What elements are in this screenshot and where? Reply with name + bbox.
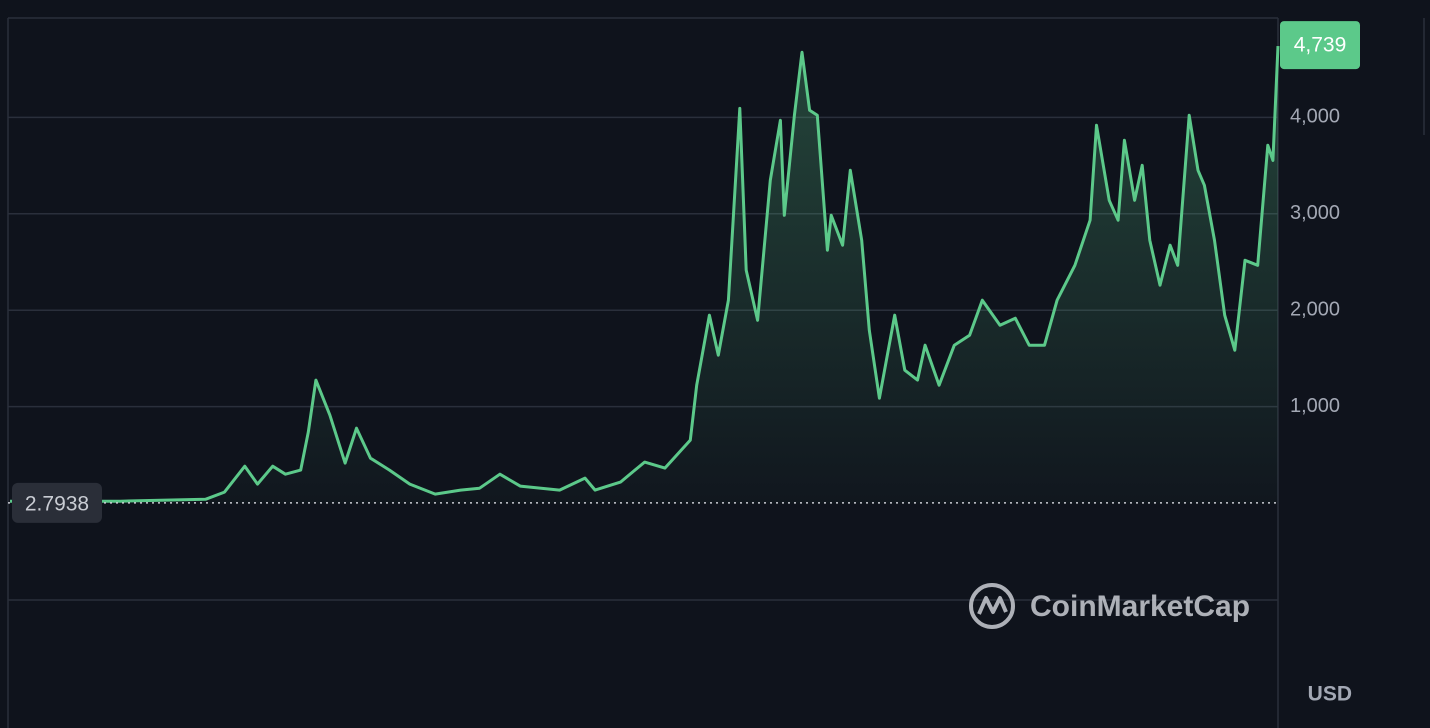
x-tick-label: 2020: [544, 726, 589, 728]
x-tick-label: 2024: [1051, 726, 1096, 728]
price-line: [10, 46, 1280, 503]
watermark-logo: [969, 583, 1015, 629]
currency-label: USD: [1308, 683, 1352, 706]
area: [10, 46, 1278, 504]
reference-pill: [12, 482, 102, 523]
watermark-text: CoinMarketCap: [1030, 590, 1250, 623]
x-tick-label: 2016: [36, 726, 81, 728]
x-tick-label: 2022: [798, 726, 843, 728]
y-tick-label: 1,000: [1290, 395, 1340, 417]
watermark: CoinMarketCap: [969, 583, 1250, 629]
y-tick-label: 4,000: [1290, 106, 1340, 128]
watermark-logo-mark: [977, 596, 1008, 615]
last-value-pill: [1280, 21, 1360, 70]
reference-label: 2.7938: [25, 492, 89, 515]
y-tick-label: 3,000: [1290, 202, 1340, 224]
last-value-label: 4,739: [1294, 34, 1347, 57]
y-tick-label: 2,000: [1290, 299, 1340, 321]
x-tick-label: 2018: [290, 726, 335, 728]
